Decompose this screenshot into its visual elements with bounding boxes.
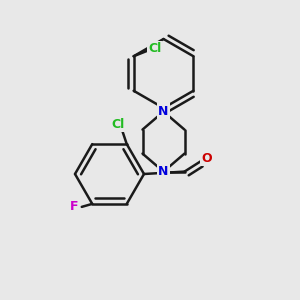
Text: F: F — [70, 200, 79, 213]
Text: O: O — [201, 152, 212, 165]
Text: Cl: Cl — [111, 118, 124, 130]
Text: Cl: Cl — [148, 42, 161, 55]
Text: N: N — [158, 105, 169, 118]
Text: N: N — [158, 103, 169, 116]
Text: N: N — [158, 165, 169, 178]
